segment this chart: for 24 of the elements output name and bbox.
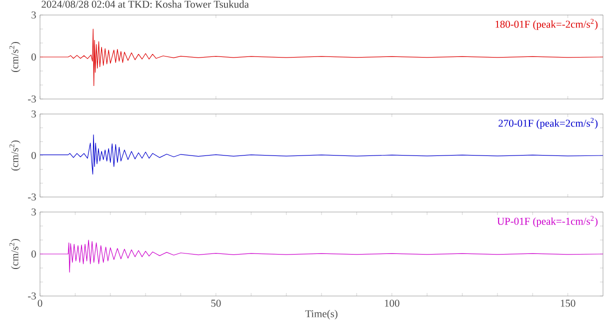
text: 180-01F (peak=-2cm/s$^{2}$) [496,18,598,30]
y-tick-label: -3 [28,193,36,201]
line-series [40,28,604,86]
x-tick-label: 0 [38,300,42,307]
line-series [40,240,604,272]
y-tick-label: 3 [32,208,36,216]
y-axis-title: (cm/s$^{2}$) [9,140,20,170]
x-axis-title: Time(s) [305,310,338,320]
y-axis-title: (cm/s$^{2}$) [9,239,20,269]
text: 270-01F (peak=2cm/s$^{2}$) [498,118,598,129]
y-axis-title: (cm/s$^{2}$) [9,42,20,72]
y-tick-label: 3 [32,11,36,19]
y-tick-label: -3 [28,95,36,103]
x-tick-label: 50 [211,300,221,307]
x-tick-label: 150 [560,300,576,307]
y-tick-label: 0 [31,152,36,160]
y-tick-label: -3 [28,292,36,300]
x-tick-label: 100 [384,300,400,307]
y-tick-label: 0 [31,53,36,61]
line-series [40,134,604,174]
text: UP-01F (peak=-1cm/s$^{2}$) [497,216,598,227]
y-tick-label: 0 [31,250,36,258]
chart-title: 2024/08/28 02:04 at TKD: Kosha Tower Tsukuda [42,0,249,8]
y-tick-label: 3 [32,110,36,118]
